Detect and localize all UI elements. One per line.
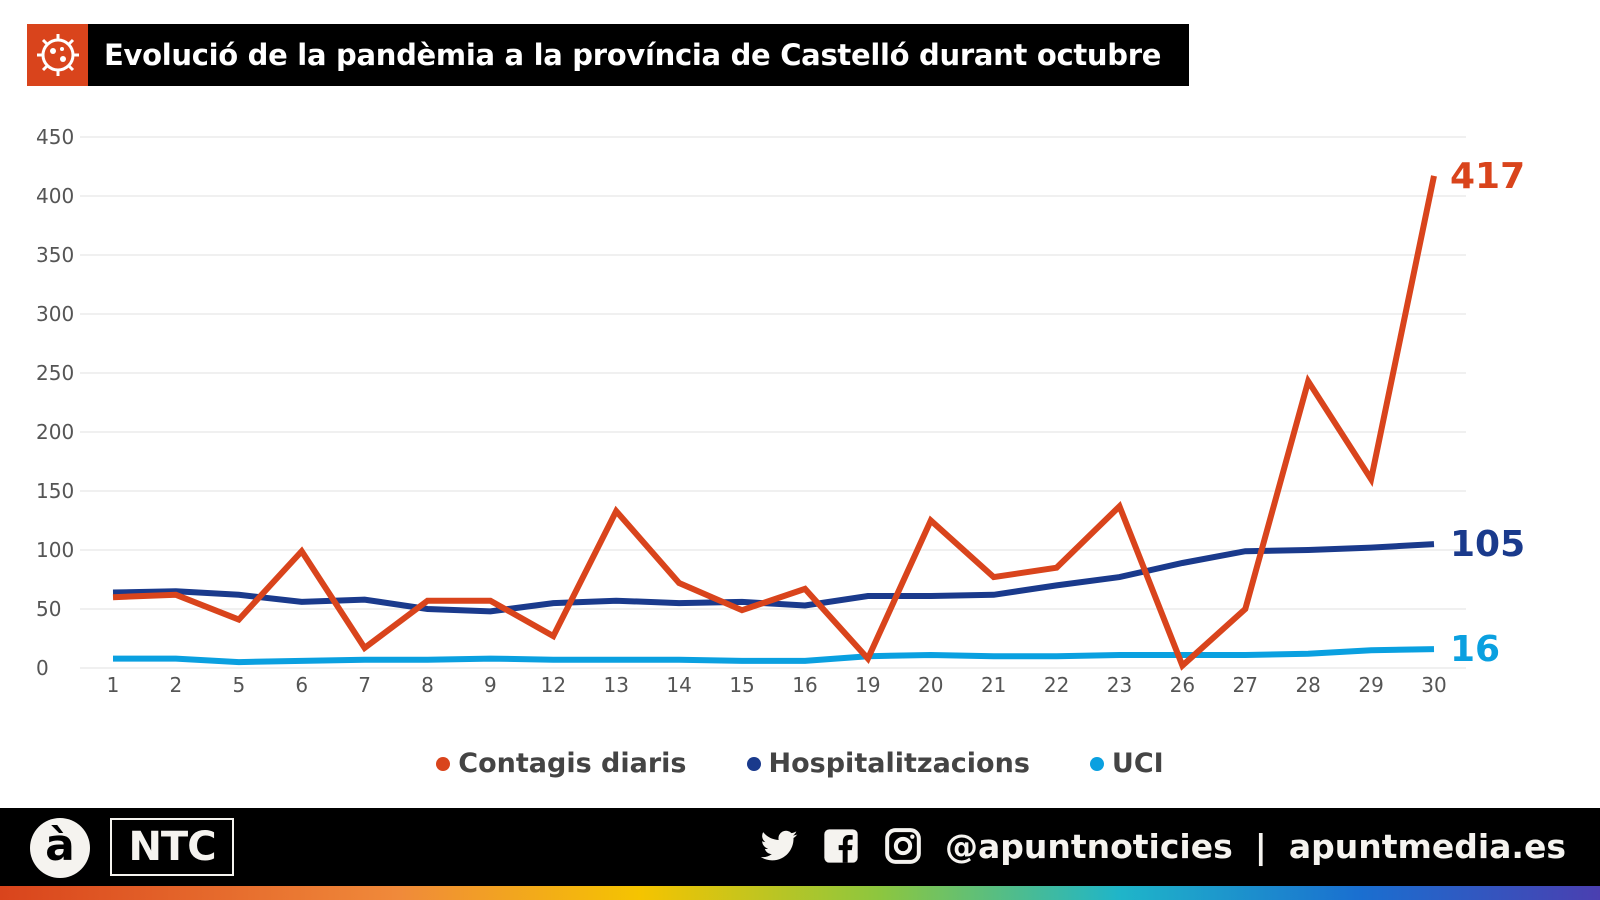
x-tick-label: 1 — [107, 673, 120, 697]
end-value-label: 105 — [1450, 524, 1525, 565]
y-tick-label: 300 — [36, 302, 74, 326]
y-tick-label: 400 — [36, 184, 74, 208]
social-handle[interactable]: @apuntnoticies — [944, 826, 1233, 866]
x-tick-label: 20 — [918, 673, 943, 697]
y-tick-label: 100 — [36, 538, 74, 562]
y-tick-label: 350 — [36, 243, 74, 267]
x-tick-label: 7 — [358, 673, 371, 697]
x-tick-label: 8 — [421, 673, 434, 697]
rainbow-stripe — [0, 886, 1600, 900]
legend-dot — [1089, 756, 1104, 771]
legend: Contagis diaris Hospitalitzacions UCI — [0, 748, 1600, 779]
y-tick-label: 50 — [36, 597, 61, 621]
x-tick-label: 9 — [484, 673, 497, 697]
x-tick-label: 14 — [666, 673, 691, 697]
separator: | — [1254, 826, 1267, 866]
legend-dot — [746, 756, 761, 771]
x-tick-label: 27 — [1233, 673, 1258, 697]
legend-label: UCI — [1111, 748, 1164, 779]
chart-title: Evolució de la pandèmia a la província d… — [104, 38, 1162, 72]
footer — [0, 808, 1600, 886]
twitter-icon[interactable] — [759, 826, 799, 866]
x-tick-label: 12 — [541, 673, 566, 697]
x-tick-label: 19 — [855, 673, 880, 697]
x-tick-label: 15 — [729, 673, 754, 697]
x-tick-label: 22 — [1044, 673, 1069, 697]
y-tick-label: 150 — [36, 479, 74, 503]
x-tick-label: 23 — [1107, 673, 1132, 697]
apunt-logo: à — [30, 818, 90, 878]
legend-label: Contagis diaris — [458, 748, 687, 779]
y-tick-label: 200 — [36, 420, 74, 444]
ntc-logo: NTC — [110, 818, 234, 876]
x-tick-label: 21 — [981, 673, 1006, 697]
x-tick-label: 13 — [604, 673, 629, 697]
end-value-label: 16 — [1450, 629, 1500, 670]
legend-item: UCI — [1089, 748, 1164, 779]
x-tick-label: 26 — [1170, 673, 1195, 697]
social-links: @apuntnoticies | apuntmedia.es — [759, 826, 1566, 866]
x-tick-label: 5 — [232, 673, 245, 697]
y-tick-label: 450 — [36, 125, 74, 149]
x-tick-label: 30 — [1421, 673, 1446, 697]
legend-item: Contagis diaris — [436, 748, 687, 779]
y-tick-label: 250 — [36, 361, 74, 385]
facebook-icon[interactable] — [821, 826, 861, 866]
x-tick-label: 29 — [1358, 673, 1383, 697]
x-tick-label: 16 — [792, 673, 817, 697]
x-tick-label: 28 — [1295, 673, 1320, 697]
legend-item: Hospitalitzacions — [746, 748, 1030, 779]
end-value-label: 417 — [1450, 156, 1525, 197]
legend-dot — [436, 756, 451, 771]
y-tick-label: 0 — [36, 656, 49, 680]
instagram-icon[interactable] — [883, 826, 923, 866]
series-line-contagis-diaris — [112, 175, 1437, 671]
legend-label: Hospitalitzacions — [768, 748, 1030, 779]
x-tick-label: 2 — [170, 673, 183, 697]
series-line-uci — [113, 646, 1435, 666]
x-tick-label: 6 — [295, 673, 308, 697]
virus-icon — [27, 24, 88, 86]
website-link[interactable]: apuntmedia.es — [1288, 826, 1566, 866]
title-bar: Evolució de la pandèmia a la província d… — [27, 24, 1189, 86]
